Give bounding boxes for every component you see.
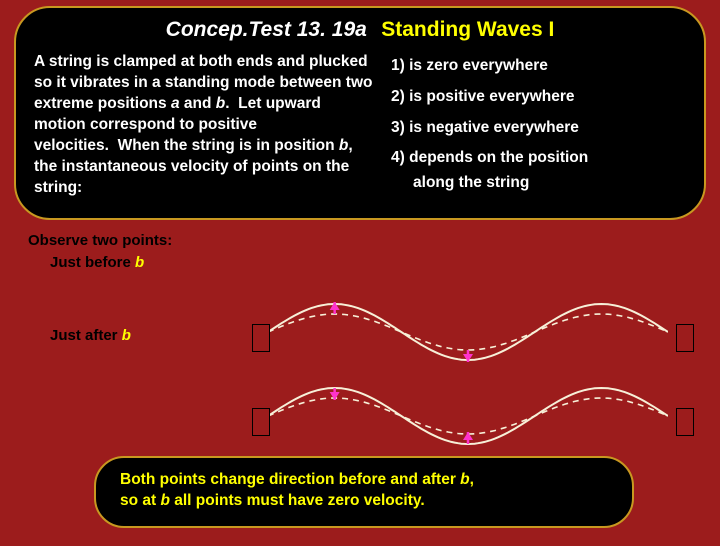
wave-after	[258, 376, 688, 456]
answer-4-line1: 4) depends on the position	[391, 149, 588, 166]
end-cap-right-icon	[676, 408, 694, 436]
answer-1: 1) is zero everywhere	[391, 54, 686, 79]
wave-before-svg	[268, 292, 668, 372]
wave-before	[258, 292, 688, 372]
title-row: Concep.Test 13. 19a Standing Waves I	[34, 18, 686, 42]
question-text: A string is clamped at both ends and plu…	[34, 52, 373, 202]
end-cap-right-icon	[676, 324, 694, 352]
answers-list: 1) is zero everywhere 2) is positive eve…	[391, 52, 686, 202]
title-main: Standing Waves I	[381, 18, 554, 41]
observe-after: Just after b	[28, 325, 228, 347]
answer-4: 4) depends on the position along the str…	[391, 146, 686, 196]
answer-4-line2: along the string	[391, 171, 686, 196]
observe-before: Just before b	[28, 252, 228, 274]
wave-after-svg	[268, 376, 668, 456]
end-cap-left-icon	[252, 408, 270, 436]
answer-3: 3) is negative everywhere	[391, 116, 686, 141]
end-cap-left-icon	[252, 324, 270, 352]
question-panel: Concep.Test 13. 19a Standing Waves I A s…	[14, 6, 706, 220]
conclusion-text: Both points change direction before and …	[120, 470, 608, 512]
content-row: A string is clamped at both ends and plu…	[34, 52, 686, 202]
title-prefix: Concep.Test 13. 19a	[166, 18, 367, 41]
observe-head: Observe two points:	[28, 230, 720, 252]
conclusion-panel: Both points change direction before and …	[94, 456, 634, 528]
waves-area	[258, 292, 688, 462]
answer-2: 2) is positive everywhere	[391, 85, 686, 110]
